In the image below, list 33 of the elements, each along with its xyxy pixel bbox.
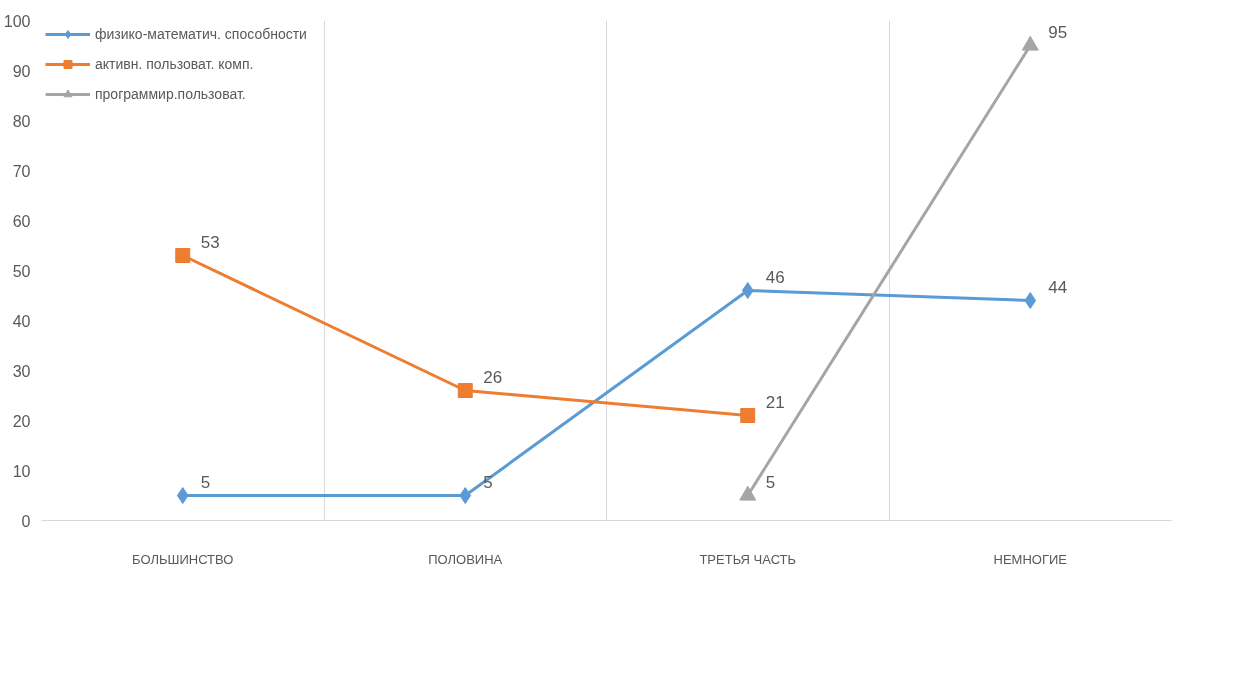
point xyxy=(176,487,189,504)
x-tick-label: ТРЕТЬЯ ЧАСТЬ xyxy=(699,551,797,567)
y-tick-label: 30 xyxy=(12,362,31,380)
legend-label: программир.пользоват. xyxy=(95,86,246,102)
y-tick-label: 50 xyxy=(12,262,31,280)
y-tick-label: 80 xyxy=(12,112,31,130)
data-label: 21 xyxy=(765,392,785,412)
y-tick-label: 40 xyxy=(12,312,31,330)
y-tick-label: 20 xyxy=(12,412,31,430)
y-tick-label: 60 xyxy=(12,212,31,230)
y-tick-label: 10 xyxy=(12,462,31,480)
x-tick-label: НЕМНОГИЕ xyxy=(993,551,1068,567)
legend-label: физико-математич. способности xyxy=(95,26,307,42)
data-label: 53 xyxy=(200,232,220,252)
data-label: 5 xyxy=(765,472,776,492)
point xyxy=(1024,292,1037,309)
y-tick-label: 100 xyxy=(3,12,31,30)
point xyxy=(457,383,473,398)
x-tick-label: ПОЛОВИНА xyxy=(428,551,503,567)
legend-label: активн. пользоват. комп. xyxy=(95,56,254,72)
data-label: 95 xyxy=(1048,22,1068,42)
data-label: 46 xyxy=(765,267,785,287)
point xyxy=(741,282,754,299)
point xyxy=(740,408,756,423)
y-tick-label: 90 xyxy=(12,62,31,80)
y-tick-label: 0 xyxy=(21,512,31,530)
y-tick-label: 70 xyxy=(12,162,31,180)
data-label: 5 xyxy=(200,472,211,492)
x-tick-label: БОЛЬШИНСТВО xyxy=(132,551,234,567)
data-label: 26 xyxy=(483,367,503,387)
point xyxy=(175,248,191,263)
point xyxy=(459,487,472,504)
data-label: 44 xyxy=(1048,277,1068,297)
